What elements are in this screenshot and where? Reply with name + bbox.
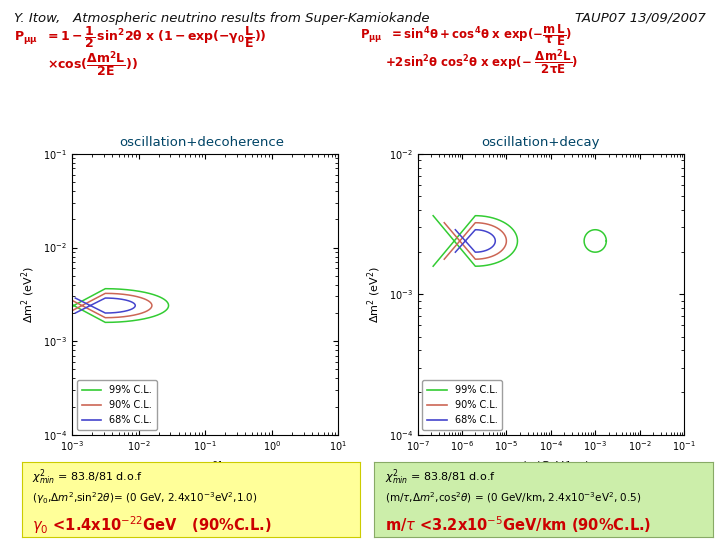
Legend: 99% C.L., 90% C.L., 68% C.L.: 99% C.L., 90% C.L., 68% C.L. (77, 380, 156, 430)
Text: $\mathbf{P_{\mu\mu}}$  $\mathbf{= 1 - \dfrac{1}{2}\,sin^22\theta\ x\ (1 - exp(-\: $\mathbf{P_{\mu\mu}}$ $\mathbf{= 1 - \df… (14, 24, 267, 50)
Text: $\chi^2_{min}$ = 83.8/81 d.o.f: $\chi^2_{min}$ = 83.8/81 d.o.f (32, 468, 143, 487)
Text: $\chi^2_{min}$ = 83.8/81 d.o.f: $\chi^2_{min}$ = 83.8/81 d.o.f (384, 468, 495, 487)
X-axis label: m/$\tau$ (GeV/km): m/$\tau$ (GeV/km) (511, 459, 590, 472)
Text: $\mathbf{P_{\mu\mu}}$  $\mathbf{= sin^4\theta + cos^4\theta\ x\ exp(-\dfrac{m}{\: $\mathbf{P_{\mu\mu}}$ $\mathbf{= sin^4\t… (360, 23, 572, 49)
Text: oscillation+decoherence: oscillation+decoherence (119, 136, 284, 149)
X-axis label: $\gamma_0$  ($\times$10$^{-21}$GeV): $\gamma_0$ ($\times$10$^{-21}$GeV) (159, 459, 251, 477)
Text: $\mathbf{\times cos(\dfrac{\Delta m^2 L}{2E}))}$: $\mathbf{\times cos(\dfrac{\Delta m^2 L}… (47, 50, 138, 79)
Text: $\mathbf{+2sin^2\theta\ cos^2\theta\ x\ exp(-\ \dfrac{\Delta m^2 L}{2\tau E})}$: $\mathbf{+2sin^2\theta\ cos^2\theta\ x\ … (385, 48, 578, 77)
Y-axis label: $\Delta$m$^2$ (eV$^2$): $\Delta$m$^2$ (eV$^2$) (365, 266, 383, 323)
Text: TAUP07 13/09/2007: TAUP07 13/09/2007 (575, 12, 706, 25)
Legend: 99% C.L., 90% C.L., 68% C.L.: 99% C.L., 90% C.L., 68% C.L. (423, 380, 502, 430)
Text: $\gamma_0$ <1.4x10$^{-22}$GeV   (90%C.L.): $\gamma_0$ <1.4x10$^{-22}$GeV (90%C.L.) (32, 515, 271, 536)
Text: oscillation+decay: oscillation+decay (481, 136, 599, 149)
Text: ($\gamma_0$,$\Delta m^2$,sin$^2$2$\theta$)= (0 GeV, 2.4x10$^{-3}$eV$^2$,1.0): ($\gamma_0$,$\Delta m^2$,sin$^2$2$\theta… (32, 490, 257, 506)
Text: m/$\tau$ <3.2x10$^{-5}$GeV/km (90%C.L.): m/$\tau$ <3.2x10$^{-5}$GeV/km (90%C.L.) (384, 515, 651, 535)
Text: (m/$\tau$,$\Delta m^2$,cos$^2\theta$) = (0 GeV/km, 2.4x10$^{-3}$eV$^2$, 0.5): (m/$\tau$,$\Delta m^2$,cos$^2\theta$) = … (384, 490, 642, 505)
Y-axis label: $\Delta$m$^2$ (eV$^2$): $\Delta$m$^2$ (eV$^2$) (19, 266, 37, 323)
Text: Y. Itow,   Atmospheric neutrino results from Super-Kamiokande: Y. Itow, Atmospheric neutrino results fr… (14, 12, 430, 25)
